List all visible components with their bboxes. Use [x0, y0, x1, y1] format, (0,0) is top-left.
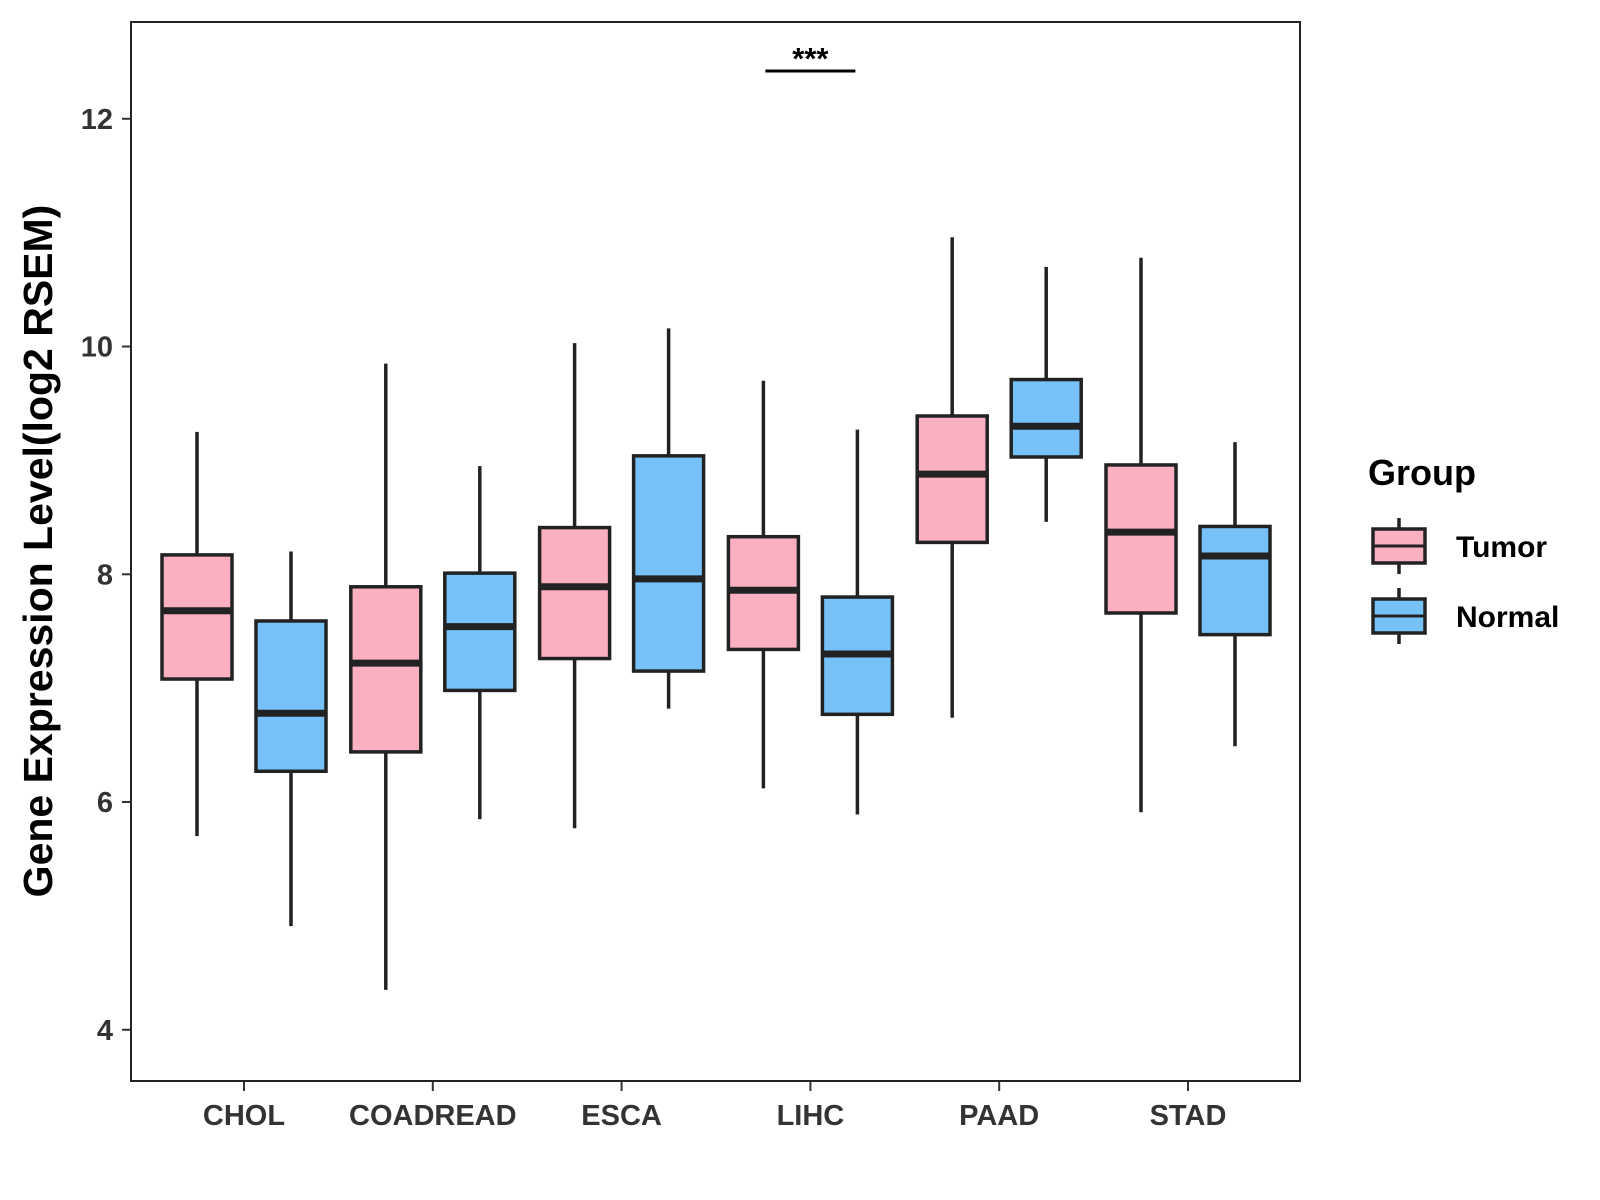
box-tumor-stad	[1104, 257, 1178, 813]
box-iqr	[160, 553, 234, 681]
box-normal-lihc	[820, 429, 895, 815]
box-tumor-esca	[537, 343, 612, 829]
box-iqr	[254, 619, 328, 774]
legend-title: Group	[1368, 452, 1476, 493]
x-tick-label-coadread: COADREAD	[349, 1100, 517, 1132]
box-iqr	[1198, 524, 1272, 637]
box-iqr	[443, 571, 517, 693]
y-tick-label: 8	[97, 559, 113, 591]
box-tumor-paad	[915, 237, 989, 718]
box-iqr	[915, 414, 989, 545]
box-tumor-chol	[160, 431, 234, 837]
y-tick-label: 4	[97, 1015, 113, 1047]
y-axis: 4 6 8 10 12	[81, 104, 131, 1047]
box-iqr	[631, 454, 706, 673]
box-iqr	[349, 585, 423, 754]
box-iqr	[1104, 463, 1178, 615]
x-axis: CHOL COADREAD ESCA LIHC PAAD STAD	[203, 1081, 1226, 1132]
x-tick-label-chol: CHOL	[203, 1100, 285, 1132]
y-tick-label: 6	[97, 787, 113, 819]
y-tick-label: 10	[81, 332, 113, 364]
legend-label: Tumor	[1456, 531, 1547, 564]
box-normal-stad	[1198, 442, 1272, 747]
x-tick-label-lihc: LIHC	[777, 1100, 845, 1132]
y-tick-label: 12	[81, 104, 113, 136]
boxes-group	[160, 237, 1272, 990]
box-tumor-coadread	[349, 363, 423, 990]
legend-label: Normal	[1456, 601, 1559, 634]
box-normal-esca	[631, 328, 706, 709]
legend: Group Tumor Normal	[1368, 452, 1559, 644]
box-iqr	[1009, 377, 1083, 459]
box-normal-chol	[254, 551, 328, 927]
x-tick-label-esca: ESCA	[581, 1100, 662, 1132]
legend-item-normal: Normal	[1371, 588, 1559, 644]
x-tick-label-stad: STAD	[1150, 1100, 1227, 1132]
box-normal-paad	[1009, 266, 1083, 522]
box-normal-coadread	[443, 466, 517, 820]
significance-label: ***	[792, 41, 829, 76]
box-tumor-lihc	[726, 380, 801, 789]
x-tick-label-paad: PAAD	[959, 1100, 1039, 1132]
annotation-group: ***	[765, 41, 856, 76]
legend-item-tumor: Tumor	[1371, 518, 1547, 574]
y-axis-title: Gene Expression Level(log2 RSEM)	[15, 205, 61, 898]
box-iqr	[537, 525, 612, 661]
plot-panel-border	[130, 21, 1301, 1082]
